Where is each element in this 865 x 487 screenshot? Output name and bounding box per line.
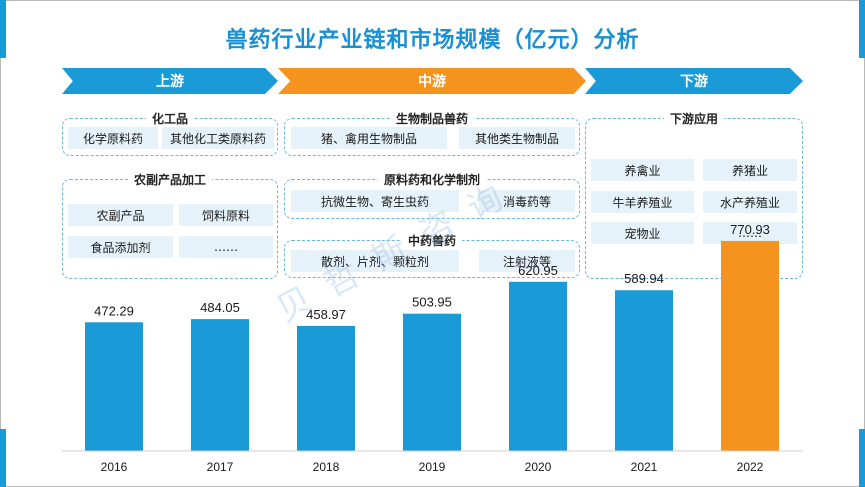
item-food-additive: 食品添加剂 [68, 236, 173, 258]
group-tcm-title: 中药兽药 [401, 234, 462, 248]
bar-2017 [191, 319, 249, 451]
item-agri-more: …… [179, 236, 273, 258]
data-label-2016: 472.29 [94, 303, 134, 318]
data-label-2019: 503.95 [412, 295, 452, 310]
corner-accent-bottom-right [859, 429, 865, 487]
item-powder-tablet: 散剂、片剂、颗粒剂 [291, 250, 459, 272]
group-bio: 生物制品兽药 猪、禽用生物制品 其他类生物制品 [284, 112, 580, 156]
group-agri-title: 农副产品加工 [127, 173, 212, 187]
item-feed-raw: 饲料原料 [179, 204, 273, 226]
item-other-chemical: 其他化工类原料药 [162, 127, 274, 149]
data-label-2018: 458.97 [306, 307, 346, 322]
corner-accent-top-right [859, 0, 865, 58]
group-chem: 原料药和化学制剂 抗微生物、寄生虫药 消毒药等 [284, 173, 580, 219]
group-downstream: 下游应用 养禽业 养猪业 牛羊养殖业 水产养殖业 宠物业 …… [585, 112, 803, 279]
item-aquaculture: 水产养殖业 [703, 191, 797, 213]
group-agri: 农副产品加工 农副产品 饲料原料 食品添加剂 …… [62, 173, 278, 279]
data-label-2017: 484.05 [200, 300, 240, 315]
x-tick-2018: 2018 [313, 460, 340, 474]
item-pet: 宠物业 [591, 222, 694, 244]
item-agri-product: 农副产品 [68, 204, 173, 226]
group-tcm: 中药兽药 散剂、片剂、颗粒剂 注射液等 [284, 234, 580, 278]
bar-2022 [721, 240, 779, 451]
data-label-2022: 770.93 [730, 222, 770, 237]
item-cattle-sheep: 牛羊养殖业 [591, 191, 694, 213]
item-disinfectant: 消毒药等 [479, 190, 575, 212]
group-chemical: 化工品 化学原料药 其他化工类原料药 [62, 112, 278, 156]
stage-arrow-upstream: 上游 [62, 68, 278, 94]
x-tick-2017: 2017 [207, 460, 234, 474]
item-pig: 养猪业 [703, 159, 797, 181]
item-chemical-raw: 化学原料药 [68, 127, 158, 149]
data-label-2020: 620.95 [518, 263, 558, 278]
item-other-bio: 其他类生物制品 [459, 127, 575, 149]
bar-2020 [509, 281, 567, 451]
item-pig-poultry-bio: 猪、禽用生物制品 [291, 127, 447, 149]
corner-accent-top-left [0, 0, 6, 58]
stage-arrow-downstream: 下游 [585, 68, 803, 94]
item-antimicrobial: 抗微生物、寄生虫药 [291, 190, 459, 212]
bar-2019 [403, 313, 461, 451]
stage-arrow-midstream: 中游 [278, 68, 586, 94]
bar-2016 [85, 322, 143, 451]
item-injection: 注射液等 [479, 250, 575, 272]
group-bio-title: 生物制品兽药 [389, 112, 474, 126]
bar-2018 [297, 325, 355, 451]
x-tick-2021: 2021 [631, 460, 658, 474]
group-downstream-title: 下游应用 [663, 112, 724, 126]
group-chemical-title: 化工品 [145, 112, 194, 126]
page-title: 兽药行业产业链和市场规模（亿元）分析 [225, 28, 640, 53]
item-downstream-more: …… [703, 222, 797, 244]
item-poultry: 养禽业 [591, 159, 694, 181]
bar-2021 [615, 290, 673, 451]
group-chem-title: 原料药和化学制剂 [377, 173, 486, 187]
x-tick-2016: 2016 [101, 460, 128, 474]
x-tick-2019: 2019 [419, 460, 446, 474]
corner-accent-bottom-left [0, 429, 6, 487]
x-tick-2020: 2020 [525, 460, 552, 474]
data-label-2021: 589.94 [624, 271, 664, 286]
x-tick-2022: 2022 [737, 460, 764, 474]
